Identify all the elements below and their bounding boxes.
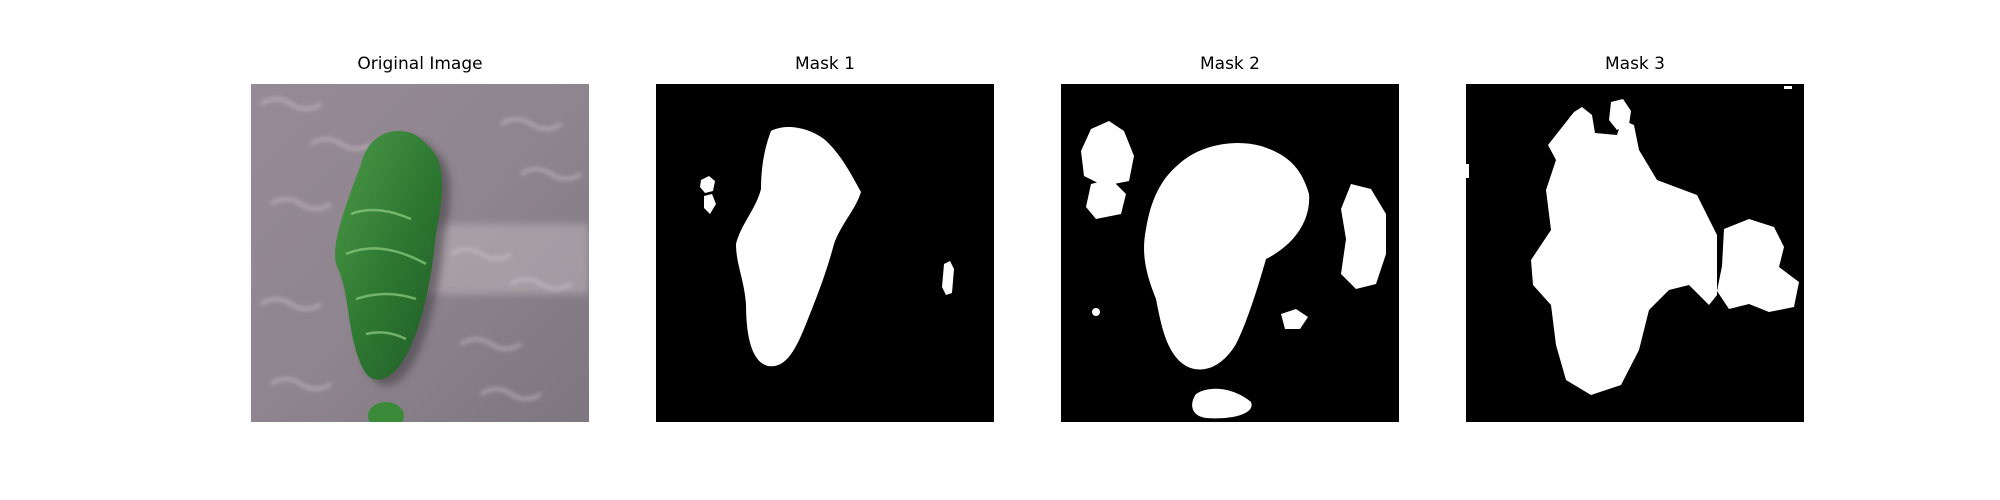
mask-2-image — [1061, 84, 1399, 422]
mask-1-image — [656, 84, 994, 422]
mask-region — [1281, 309, 1308, 329]
mask-region — [704, 194, 716, 214]
mask-region — [1531, 107, 1717, 395]
mask-region — [1081, 121, 1134, 186]
panel-mask-2: Mask 2 — [1061, 54, 1399, 454]
mask-region — [1784, 86, 1792, 89]
mask-region — [1092, 308, 1100, 316]
mask-region — [700, 176, 715, 193]
mask-3-image — [1466, 84, 1804, 422]
mask-region — [736, 127, 861, 367]
panel-title: Original Image — [357, 54, 483, 74]
mask-region — [1341, 184, 1386, 289]
panel-mask-3: Mask 3 — [1466, 54, 1804, 454]
original-image — [251, 84, 589, 422]
mask-region — [1717, 219, 1799, 312]
mask-region — [1609, 99, 1631, 130]
panel-original-image: Original Image — [251, 54, 589, 454]
leaf-shape — [335, 130, 443, 380]
mask-region — [1144, 143, 1310, 370]
panel-mask-1: Mask 1 — [656, 54, 994, 454]
mask-region — [1086, 179, 1126, 219]
mask-region — [1466, 164, 1469, 178]
mask-region — [1192, 388, 1252, 419]
mask-region — [942, 261, 954, 295]
panel-title: Mask 3 — [1604, 54, 1665, 74]
panel-title: Mask 1 — [794, 54, 855, 74]
panel-title: Mask 2 — [1199, 54, 1260, 74]
